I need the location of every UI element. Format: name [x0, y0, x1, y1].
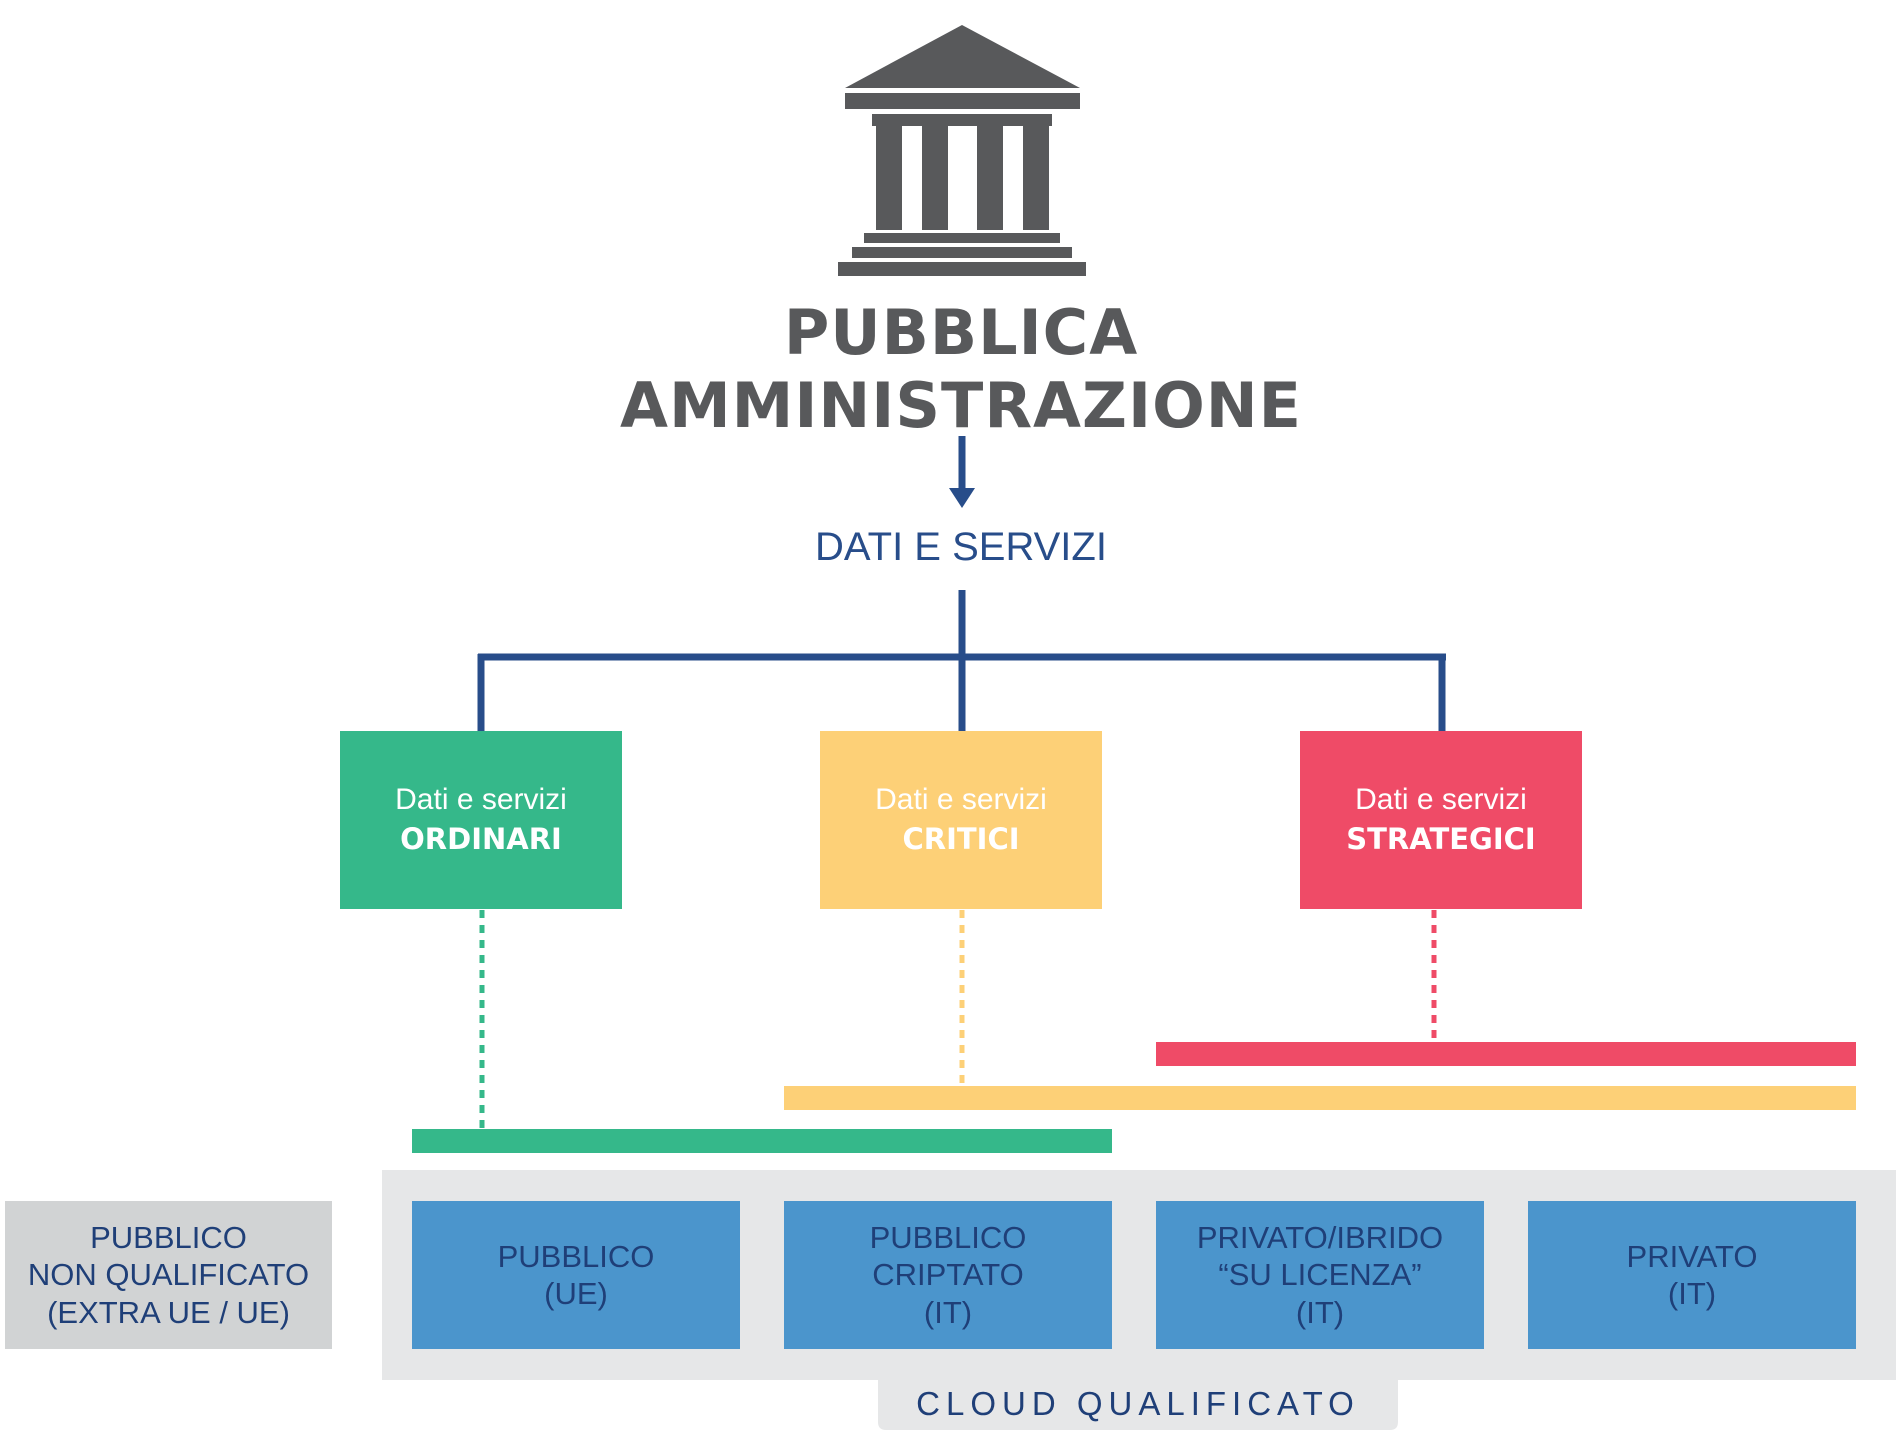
- category-ordinari-line1: Dati e servizi: [395, 783, 567, 817]
- pubblico-ue-box: [412, 1201, 740, 1349]
- option-line: PUBBLICO: [869, 1220, 1027, 1256]
- option-line: PUBBLICO: [90, 1220, 247, 1256]
- category-critici-box: Dati e servizi CRITICI: [820, 731, 1102, 909]
- pubblico-non-qualificato-box: [5, 1201, 332, 1349]
- category-critici-line2: CRITICI: [902, 822, 1020, 857]
- option-line: PRIVATO: [1626, 1238, 1758, 1274]
- category-strategici-box: Dati e servizi STRATEGICI: [1300, 731, 1582, 909]
- option-line: (IT): [1667, 1276, 1717, 1311]
- cloud-qualificato-label: CLOUD QUALIFICATO: [916, 1385, 1360, 1422]
- option-line: PRIVATO/IBRIDO: [1196, 1220, 1444, 1256]
- option-line: (IT): [1295, 1294, 1345, 1330]
- cloud-qualificato-tab: [878, 1375, 1398, 1430]
- option-line: “SU LICENZA”: [1218, 1257, 1422, 1293]
- option-pubblico-criptato: PUBBLICO CRIPTATO (IT): [784, 1201, 1112, 1349]
- option-line: CRIPTATO: [872, 1257, 1024, 1293]
- category-strategici-line1: Dati e servizi: [1355, 783, 1527, 817]
- option-line: (UE): [544, 1276, 608, 1311]
- privato-ibrido-box: [1156, 1201, 1484, 1349]
- pubblico-criptato-box: [784, 1201, 1112, 1349]
- flow-label: DATI E SERVIZI: [815, 525, 1107, 569]
- option-line: (IT): [923, 1294, 973, 1330]
- option-privato-it: PRIVATO (IT): [1528, 1201, 1856, 1349]
- option-line: (EXTRA UE / UE): [47, 1294, 290, 1330]
- critici-coverage-bar: [784, 1086, 1856, 1110]
- option-pubblico-non-qualificato: PUBBLICO NON QUALIFICATO (EXTRA UE / UE): [5, 1201, 332, 1349]
- category-ordinari-box: Dati e servizi ORDINARI: [340, 731, 622, 909]
- privato-it-box: [1528, 1201, 1856, 1349]
- option-line: PUBBLICO: [497, 1238, 655, 1274]
- option-privato-ibrido: PRIVATO/IBRIDO “SU LICENZA” (IT): [1156, 1201, 1484, 1349]
- tree-connector: [477, 590, 1446, 731]
- government-building-icon: [838, 25, 1086, 276]
- category-ordinari-line2: ORDINARI: [400, 822, 562, 857]
- option-line: NON QUALIFICATO: [27, 1257, 310, 1293]
- category-strategici-line2: STRATEGICI: [1346, 822, 1536, 857]
- category-critici-line1: Dati e servizi: [875, 783, 1047, 817]
- title-line-2: AMMINISTRAZIONE: [619, 369, 1303, 442]
- strategici-coverage-bar: [1156, 1042, 1856, 1066]
- option-pubblico-ue: PUBBLICO (UE): [412, 1201, 740, 1349]
- down-arrow: [949, 436, 975, 508]
- title-line-1: PUBBLICA: [783, 296, 1139, 369]
- ordinari-coverage-bar: [412, 1129, 1112, 1153]
